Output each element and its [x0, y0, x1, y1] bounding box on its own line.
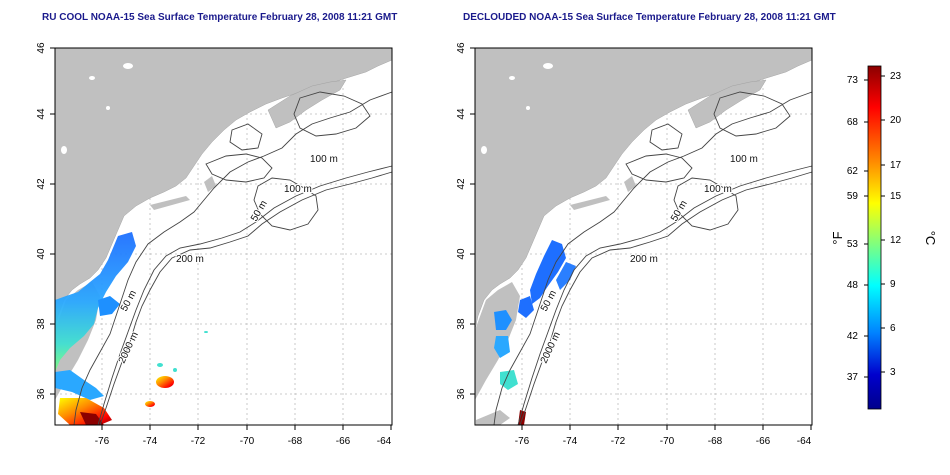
lat-ticks-left: 46 44 42 40 38 36 — [36, 42, 55, 400]
map-frame-right — [474, 47, 813, 426]
lat-ticks-right: 46 44 42 40 38 36 — [456, 42, 475, 400]
map-panel-left: 100 m 100 m 50 m 200 m 50 m 2000 m -76 -… — [36, 42, 393, 447]
lat-tick-label: 42 — [36, 178, 47, 190]
lon-ticks-left: -76 -74 -72 -70 -68 -66 -64 — [95, 425, 392, 447]
lon-tick-label: -68 — [708, 436, 723, 447]
cape-cod — [624, 176, 636, 192]
nova-scotia — [687, 79, 767, 129]
c-tick-label: 17 — [890, 160, 902, 171]
lat-tick-label: 46 — [36, 42, 47, 54]
contour-label-100m-b: 100 m — [704, 184, 732, 195]
lat-tick-label: 38 — [456, 318, 467, 330]
f-tick-label: 53 — [847, 239, 859, 250]
contour-label-200m: 200 m — [630, 254, 658, 265]
lat-tick-label: 46 — [456, 42, 467, 54]
temperature-colorbar: 73 68 62 59 53 48 42 37 23 20 17 15 12 9… — [830, 65, 938, 410]
lat-tick-label: 42 — [456, 178, 467, 190]
lon-tick-label: -66 — [336, 436, 351, 447]
panel-right-title: DECLOUDED NOAA-15 Sea Surface Temperatur… — [463, 12, 836, 23]
lon-tick-label: -76 — [515, 436, 530, 447]
lon-tick-label: -66 — [756, 436, 771, 447]
c-tick-label: 23 — [890, 71, 902, 82]
nova-scotia — [267, 79, 347, 129]
map-frame-left — [54, 47, 393, 426]
lon-tick-label: -64 — [377, 436, 392, 447]
contour-label-200m: 200 m — [176, 254, 204, 265]
c-tick-label: 9 — [890, 279, 896, 290]
panel-left-title: RU COOL NOAA-15 Sea Surface Temperature … — [42, 12, 398, 23]
contour-label-100m-b: 100 m — [284, 184, 312, 195]
bathymetry-contours — [73, 91, 393, 426]
f-tick-label: 59 — [847, 191, 859, 202]
lon-tick-label: -76 — [95, 436, 110, 447]
contour-label-100m-a: 100 m — [730, 154, 758, 165]
lakes — [61, 63, 133, 154]
c-tick-label: 12 — [890, 235, 902, 246]
celsius-ticks: 23 20 17 15 12 9 6 3 — [881, 71, 902, 378]
sst-data-left — [55, 232, 208, 425]
f-tick-label: 62 — [847, 166, 859, 177]
lat-tick-label: 44 — [36, 108, 47, 120]
long-island — [570, 196, 610, 210]
lon-tick-label: -74 — [563, 436, 578, 447]
lat-tick-label: 38 — [36, 318, 47, 330]
colorbar-gradient — [867, 65, 882, 410]
c-tick-label: 6 — [890, 323, 896, 334]
c-tick-label: 3 — [890, 367, 896, 378]
bathymetry-contours — [493, 91, 813, 426]
fahrenheit-ticks: 73 68 62 59 53 48 42 37 — [847, 75, 868, 383]
lat-tick-label: 44 — [456, 108, 467, 120]
lon-tick-label: -70 — [660, 436, 675, 447]
f-tick-label: 68 — [847, 117, 859, 128]
lon-tick-label: -68 — [288, 436, 303, 447]
lat-tick-label: 36 — [36, 388, 47, 400]
lon-tick-label: -70 — [240, 436, 255, 447]
lat-tick-label: 40 — [36, 248, 47, 260]
sst-data-right — [476, 240, 576, 425]
c-tick-label: 15 — [890, 191, 902, 202]
f-tick-label: 37 — [847, 372, 859, 383]
f-tick-label: 42 — [847, 331, 859, 342]
c-tick-label: 20 — [890, 115, 902, 126]
contour-label-100m-a: 100 m — [310, 154, 338, 165]
cape-cod — [204, 176, 216, 192]
long-island — [150, 196, 190, 210]
lon-ticks-right: -76 -74 -72 -70 -68 -66 -64 — [515, 425, 812, 447]
map-panel-right: 100 m 100 m 50 m 200 m 50 m 2000 m -76 -… — [456, 42, 813, 447]
lon-tick-label: -72 — [611, 436, 626, 447]
lon-tick-label: -64 — [797, 436, 812, 447]
lon-tick-label: -74 — [143, 436, 158, 447]
lat-tick-label: 36 — [456, 388, 467, 400]
lat-tick-label: 40 — [456, 248, 467, 260]
lon-tick-label: -72 — [191, 436, 206, 447]
f-tick-label: 48 — [847, 280, 859, 291]
fahrenheit-unit-label: °F — [830, 231, 845, 244]
celsius-unit-label: °C — [923, 231, 938, 246]
f-tick-label: 73 — [847, 75, 859, 86]
lakes — [481, 63, 553, 154]
